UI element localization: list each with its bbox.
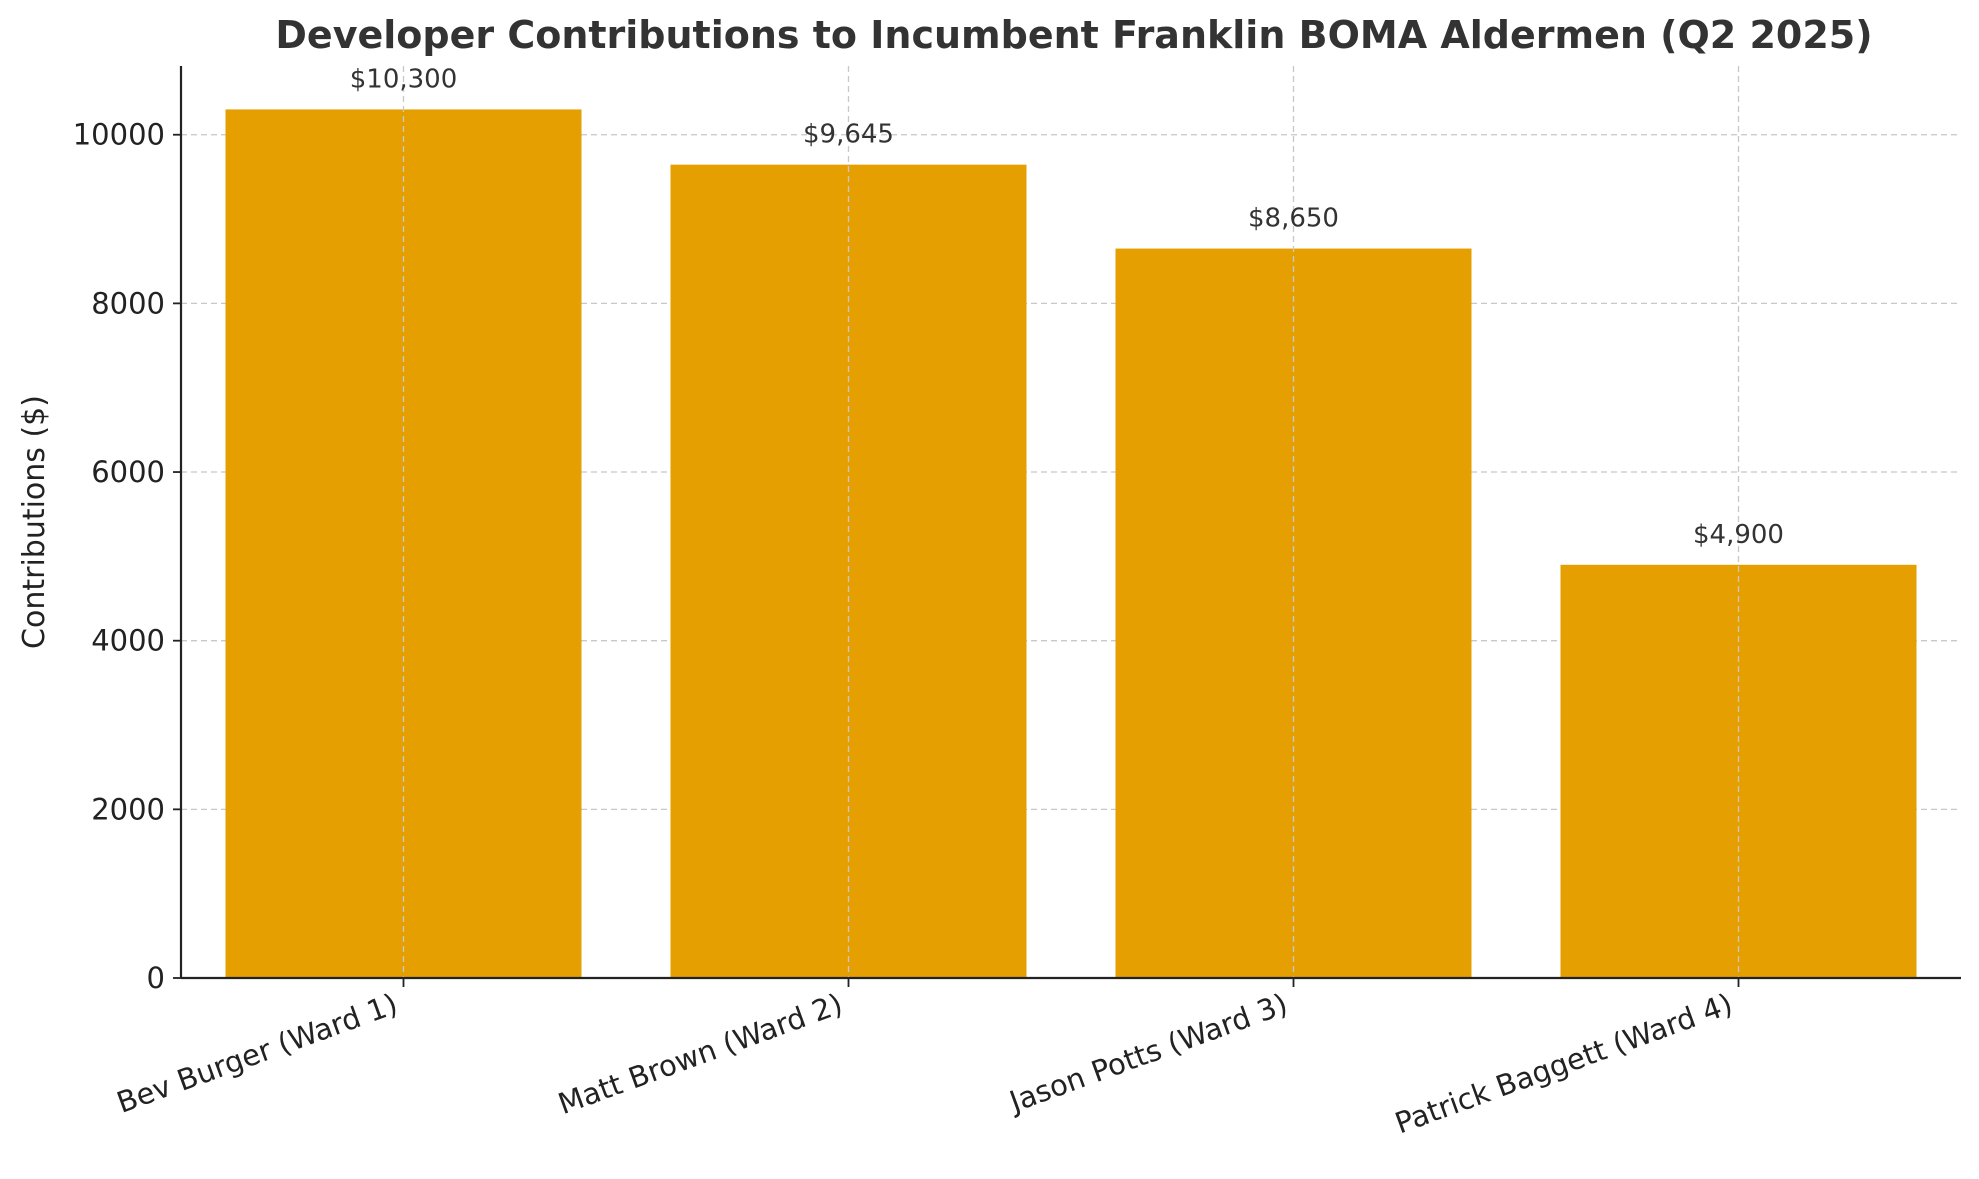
y-tick-label: 10000 <box>73 118 165 152</box>
data-label: $10,300 <box>350 64 458 94</box>
y-axis-label: Contributions ($) <box>17 395 52 649</box>
y-tick-label: 4000 <box>91 624 165 658</box>
x-tick-label: Bev Burger (Ward 1) <box>112 987 402 1120</box>
bar <box>225 109 582 978</box>
axis-layer <box>173 66 1961 987</box>
y-tick-label: 8000 <box>91 286 165 320</box>
y-tick-label: 2000 <box>91 792 165 826</box>
grid-over-layer <box>402 66 1740 978</box>
x-tick-label: Patrick Baggett (Ward 4) <box>1390 987 1736 1141</box>
data-label: $4,900 <box>1693 520 1784 550</box>
bars-layer <box>225 109 1917 978</box>
data-label: $8,650 <box>1248 204 1339 234</box>
y-tick-label: 6000 <box>91 455 165 489</box>
y-tick-label: 0 <box>147 961 165 995</box>
chart-title: Developer Contributions to Incumbent Fra… <box>275 13 1872 57</box>
x-tick-label: Matt Brown (Ward 2) <box>554 987 847 1121</box>
data-label: $9,645 <box>803 120 894 150</box>
x-tick-label: Jason Potts (Ward 3) <box>1003 987 1292 1120</box>
